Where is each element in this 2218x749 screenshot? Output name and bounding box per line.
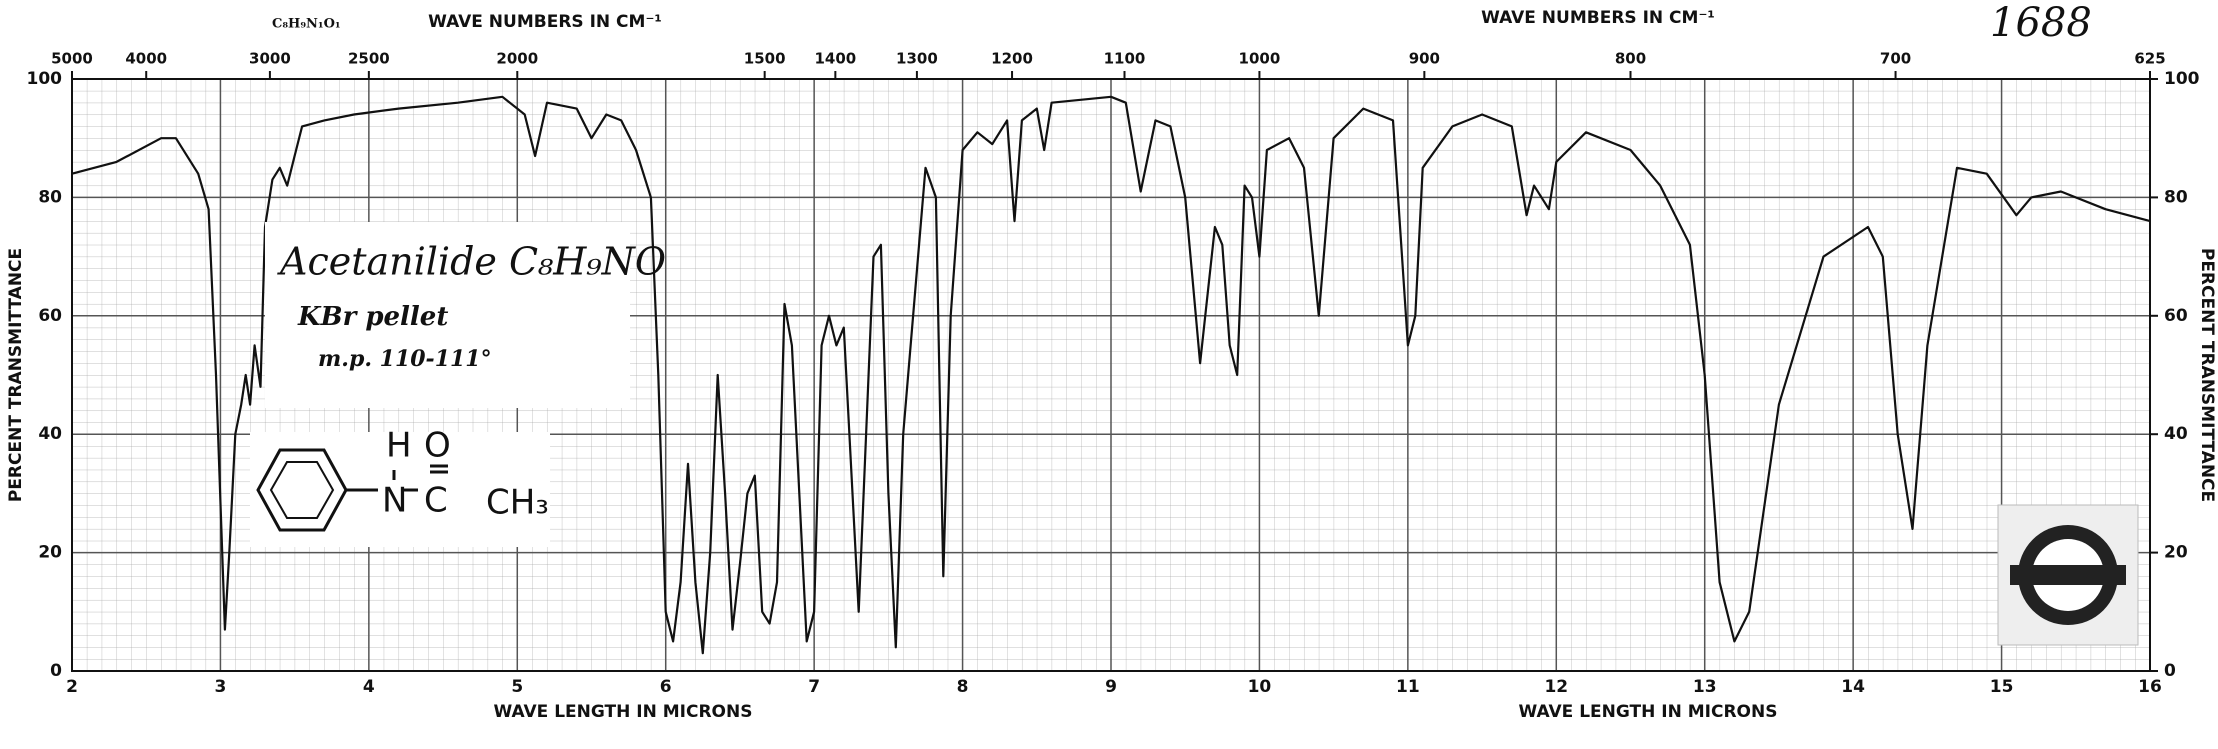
x-tick-label: 2 [66,677,78,697]
y-tick-label: 40 [38,424,62,444]
x-tick-label: 15 [1990,677,2014,697]
x-tick-label: 6 [660,677,672,697]
structure-label: C [424,481,448,521]
structure [250,432,550,547]
x2-tick-label: 625 [2134,50,2165,68]
x-axis-label: WAVE LENGTH IN MICRONS [494,702,753,722]
y2-axis-label: PERCENT TRANSMITTANCE [2197,248,2217,502]
structure-label: H [386,426,412,466]
y2-tick-label: 40 [2164,424,2188,444]
catalog-number: 1688 [1990,0,2092,46]
x2-tick-label: 1200 [991,50,1033,68]
x2-tick-label: 1400 [814,50,856,68]
x-tick-label: 14 [1841,677,1865,697]
x-tick-label: 9 [1105,677,1117,697]
spectrum-line [71,95,2151,655]
x2-tick-label: 1300 [896,50,938,68]
x-tick-label: 13 [1693,677,1717,697]
x2-tick-label: 2500 [348,50,390,68]
company-logo [1997,504,2139,646]
structure-label: N [382,481,407,521]
x2-tick-label: 5000 [51,50,93,68]
y-tick-label: 20 [38,543,62,563]
y-tick-label: 60 [38,306,62,326]
x-tick-label: 8 [957,677,969,697]
y2-tick-label: 60 [2164,306,2188,326]
x-tick-label: 5 [511,677,523,697]
x-tick-label: 3 [215,677,227,697]
x2-axis-label: WAVE NUMBERS IN CM⁻¹ [1481,8,1715,28]
x2-tick-label: 700 [1880,50,1911,68]
y-tick-label: 100 [27,69,63,89]
x2-tick-label: 1500 [744,50,786,68]
y2-tick-label: 20 [2164,543,2188,563]
y2-tick-label: 80 [2164,187,2188,207]
x2-tick-label: 1100 [1104,50,1146,68]
formula-top: C₈H₉N₁O₁ [272,17,341,32]
x-tick-label: 7 [808,677,820,697]
y-axis-label: PERCENT TRANSMITTANCE [6,248,26,502]
x-axis-label: WAVE LENGTH IN MICRONS [1519,702,1778,722]
y2-tick-label: 100 [2164,69,2200,89]
plot-frame [71,78,2151,672]
x2-tick-label: 800 [1615,50,1646,68]
x2-axis-label: WAVE NUMBERS IN CM⁻¹ [428,12,662,32]
annotation-box [265,222,630,408]
x-tick-label: 10 [1248,677,1272,697]
x-tick-label: 11 [1396,677,1420,697]
y-tick-label: 80 [38,187,62,207]
compound-name: Acetanilide C₈H₉NO [277,240,666,284]
x2-tick-label: 3000 [249,50,291,68]
x-tick-label: 16 [2138,677,2162,697]
melting-point: m.p. 110-111° [318,346,492,372]
x2-tick-label: 1000 [1239,50,1281,68]
x2-tick-label: 2000 [496,50,538,68]
y-tick-label: 0 [50,661,62,681]
structure-label: CH₃ [486,483,549,523]
y2-tick-label: 0 [2164,661,2176,681]
structure-label: O [424,426,451,466]
sample-note: KBr pellet [297,302,448,332]
x-tick-label: 12 [1544,677,1568,697]
x-tick-label: 4 [363,677,375,697]
x2-tick-label: 4000 [125,50,167,68]
x2-tick-label: 900 [1409,50,1440,68]
